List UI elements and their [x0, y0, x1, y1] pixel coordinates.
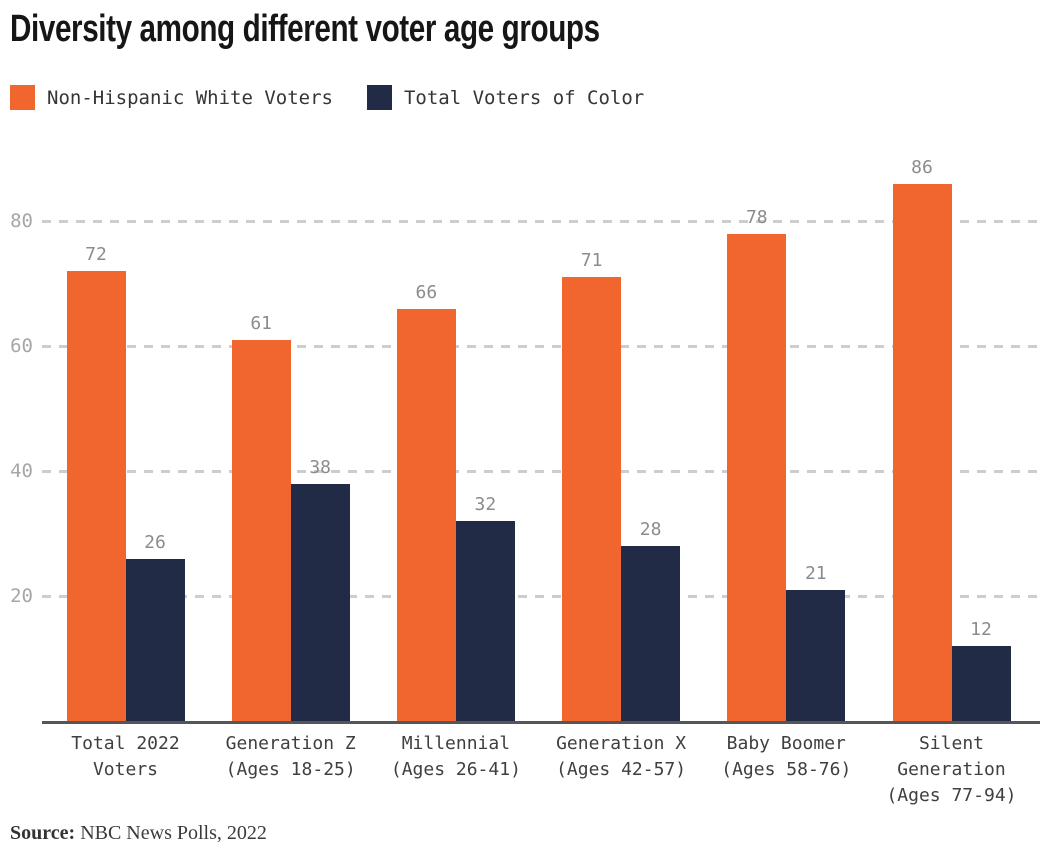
bar-voters-of-color: [786, 589, 846, 721]
value-label: 66: [415, 281, 438, 303]
legend-item: Non-Hispanic White Voters: [10, 85, 333, 110]
gridline: [42, 220, 1040, 223]
category-label: Silent Generation (Ages 77-94): [886, 733, 1017, 806]
source-line: Source: NBC News Polls, 2022: [10, 822, 267, 845]
y-tick-label: 40: [10, 460, 33, 482]
y-tick-label: 80: [10, 210, 33, 232]
x-axis-line: [42, 721, 1040, 724]
value-label: 12: [970, 619, 992, 640]
category-label: Millennial (Ages 26-41): [390, 733, 521, 780]
value-label: 86: [911, 156, 933, 178]
bar-voters-of-color: [290, 483, 350, 721]
bar-voters-of-color: [455, 521, 515, 721]
category-label: Generation Z (Ages 18-25): [225, 733, 356, 780]
y-tick-label: 60: [10, 335, 33, 357]
value-label: 38: [309, 456, 332, 478]
value-label: 71: [580, 250, 603, 272]
gridline: [42, 595, 1040, 598]
bar-non-hispanic-white: [66, 271, 126, 721]
bar-non-hispanic-white: [231, 339, 291, 721]
bar-voters-of-color: [621, 546, 681, 721]
source-text: NBC News Polls, 2022: [80, 822, 267, 844]
gridline: [42, 470, 1040, 473]
category-label: Baby Boomer (Ages 58-76): [721, 733, 852, 780]
chart-title: Diversity among different voter age grou…: [10, 8, 600, 50]
legend-swatch-icon: [366, 85, 392, 110]
source-label: Source:: [10, 822, 76, 844]
bar-voters-of-color: [951, 646, 1011, 721]
value-label: 72: [85, 244, 107, 265]
legend-item: Total Voters of Color: [366, 85, 645, 110]
bar-non-hispanic-white: [396, 308, 456, 721]
category-label: Total 2022 Voters: [71, 733, 180, 780]
legend-label: Total Voters of Color: [403, 86, 645, 109]
bar-voters-of-color: [125, 558, 185, 721]
value-label: 28: [639, 519, 662, 540]
category-label: Generation X (Ages 42-57): [556, 733, 687, 780]
bar-non-hispanic-white: [892, 183, 952, 721]
value-label: 32: [474, 494, 497, 515]
bar-non-hispanic-white: [562, 277, 622, 721]
legend-label: Non-Hispanic White Voters: [47, 86, 333, 109]
legend: Non-Hispanic White Voters Total Voters of…: [10, 85, 644, 110]
gridline: [42, 345, 1040, 348]
value-label: 78: [745, 206, 768, 228]
value-label: 26: [144, 531, 166, 553]
value-label: 61: [250, 312, 273, 334]
legend-swatch-icon: [10, 85, 35, 110]
y-tick-label: 20: [10, 585, 33, 607]
bar-non-hispanic-white: [727, 233, 787, 721]
value-label: 21: [804, 562, 827, 584]
